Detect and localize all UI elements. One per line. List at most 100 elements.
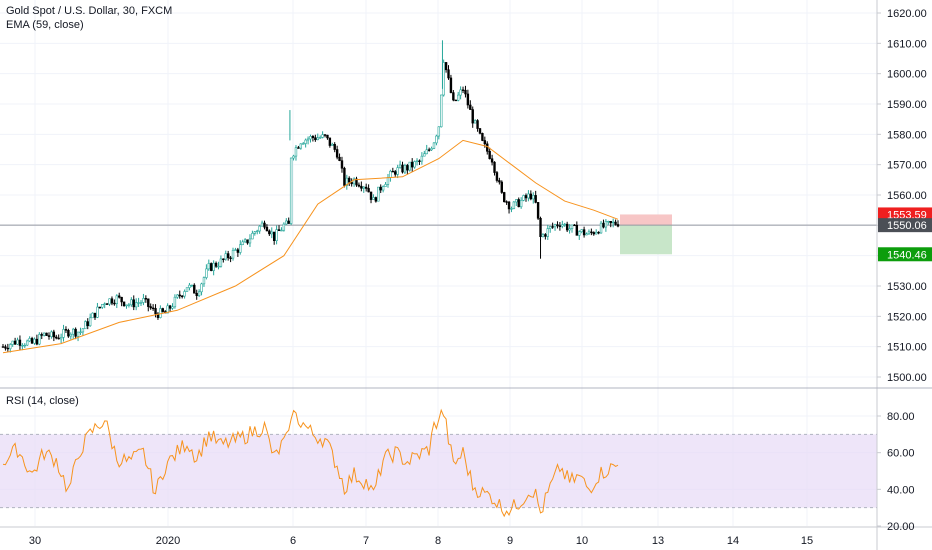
candle-body xyxy=(168,305,172,309)
candle-body xyxy=(348,177,351,183)
candle-body xyxy=(16,339,19,345)
symbol-title[interactable]: Gold Spot / U.S. Dollar, 30, FXCM xyxy=(6,5,173,17)
candle-body xyxy=(234,249,237,251)
candle-body xyxy=(122,301,126,307)
candle-body xyxy=(86,321,89,327)
candle-body xyxy=(183,291,186,297)
price-tick-label: 1500.00 xyxy=(887,372,927,384)
candle-body xyxy=(118,295,121,298)
candle-body xyxy=(98,306,102,309)
candle-body xyxy=(350,181,353,185)
candle-body xyxy=(420,155,424,162)
candle-body xyxy=(120,296,123,303)
candle-body xyxy=(69,333,72,337)
candle-body xyxy=(4,346,7,349)
rsi-axis[interactable]: 80.00 60.00 40.00 20.00 xyxy=(877,411,915,533)
take-profit-zone[interactable] xyxy=(620,225,672,255)
candle-body xyxy=(263,222,266,228)
candle-body xyxy=(265,226,269,232)
candle-body xyxy=(459,89,462,96)
candle-body xyxy=(389,170,392,178)
candle-body xyxy=(333,143,336,150)
candle-body xyxy=(72,328,75,335)
candle-body xyxy=(45,332,48,336)
time-tick-label: 8 xyxy=(435,535,441,547)
candle-body xyxy=(527,193,530,199)
candle-body xyxy=(318,137,322,139)
candle-body xyxy=(602,222,605,228)
candle-body xyxy=(35,338,39,345)
candle-body xyxy=(130,299,133,306)
candle-body xyxy=(534,195,537,203)
candle-body xyxy=(386,177,390,185)
candle-body xyxy=(406,165,409,171)
candle-body xyxy=(18,339,22,346)
candle-body xyxy=(270,231,273,235)
candle-body xyxy=(575,224,579,236)
candle-body xyxy=(447,69,450,79)
candle-body xyxy=(88,317,92,327)
candle-body xyxy=(410,161,414,168)
rsi-legend-label[interactable]: RSI (14, close) xyxy=(6,395,79,407)
time-tick-label: 30 xyxy=(29,535,41,547)
candle-body xyxy=(427,149,431,151)
candle-body xyxy=(517,199,520,208)
time-tick-label: 7 xyxy=(363,535,369,547)
candle-body xyxy=(147,298,150,307)
rsi-tick-label: 80.00 xyxy=(887,411,915,423)
candle-body xyxy=(125,304,128,307)
candle-body xyxy=(171,306,174,309)
candle-body xyxy=(294,147,298,157)
candle-body xyxy=(435,135,438,144)
candle-body xyxy=(565,223,569,231)
candle-body xyxy=(110,298,114,304)
candle-body xyxy=(403,165,407,173)
candle-body xyxy=(490,158,494,163)
candle-body xyxy=(292,155,295,159)
candle-body xyxy=(272,231,276,241)
ema-line xyxy=(2,139,619,354)
candle-body xyxy=(398,164,402,168)
candle-body xyxy=(522,195,525,201)
candle-body xyxy=(40,334,43,336)
candle-body xyxy=(510,208,513,210)
rsi-legend: RSI (14, close) xyxy=(6,394,79,408)
price-axis[interactable]: 1620.00 1610.00 1600.00 1590.00 1580.00 1570.… xyxy=(877,8,927,384)
stop-loss-zone[interactable] xyxy=(620,214,672,226)
time-axis[interactable]: 30 2020 6 7 8 9 10 13 14 15 xyxy=(29,535,813,547)
candle-body xyxy=(360,185,363,189)
candle-body xyxy=(524,195,528,199)
candle-body xyxy=(231,249,235,259)
candle-body xyxy=(454,99,457,102)
candle-body xyxy=(331,143,334,146)
time-tick-label: 14 xyxy=(727,535,739,547)
candle-body xyxy=(544,234,547,237)
candle-body xyxy=(180,295,184,298)
price-tick-label: 1530.00 xyxy=(887,281,927,293)
ema-legend-label[interactable]: EMA (59, close) xyxy=(6,19,84,31)
candle-body xyxy=(483,140,487,145)
candle-body xyxy=(352,178,356,185)
candle-body xyxy=(59,337,63,340)
candle-body xyxy=(442,62,445,96)
candle-body xyxy=(52,331,56,338)
candle-body xyxy=(173,296,177,308)
candle-body xyxy=(142,298,145,303)
candle-body xyxy=(461,89,465,91)
candle-body xyxy=(314,137,317,141)
candle-body xyxy=(379,186,382,191)
price-tick-label: 1610.00 xyxy=(887,38,927,50)
candle-body xyxy=(476,120,479,129)
candle-body xyxy=(306,138,310,141)
candle-body xyxy=(42,332,46,336)
candle-body xyxy=(248,238,252,244)
candle-body xyxy=(343,167,346,186)
candle-body xyxy=(573,224,576,227)
candle-body xyxy=(193,284,196,294)
rsi-band xyxy=(0,434,877,508)
candle-body xyxy=(578,231,581,236)
candlestick-series xyxy=(1,40,620,353)
candle-body xyxy=(592,232,595,235)
candle-body xyxy=(549,226,552,229)
